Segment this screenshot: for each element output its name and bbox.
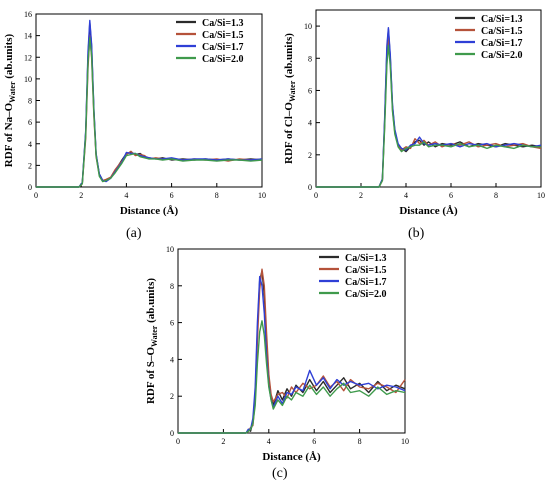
- y-tick-label: 8: [28, 97, 32, 106]
- chart-a: 0 2 4 6 8 10 0 2 4 6 8 10 12 14 16 Distance (Å) RDF of N…: [3, 10, 266, 217]
- y-tick-label: 8: [308, 54, 312, 63]
- legend-label: Ca/Si=2.0: [481, 50, 523, 61]
- x-tick-label: 8: [215, 191, 219, 200]
- x-tick-label: 0: [34, 191, 38, 200]
- y-tick-label: 16: [24, 10, 32, 19]
- series-line: [178, 320, 406, 434]
- legend-label: Ca/Si=1.7: [481, 38, 523, 49]
- series-line: [316, 36, 542, 188]
- y-tick-label: 4: [170, 355, 174, 364]
- x-tick-label: 0: [176, 437, 180, 446]
- y-tick-label: 12: [24, 53, 32, 62]
- series-line: [178, 275, 406, 434]
- x-axis-label: Distance (Å): [399, 205, 458, 217]
- y-tick-label: 8: [170, 282, 174, 291]
- y-axis-label: RDF of Na–OWater (ab.units): [3, 33, 17, 167]
- x-axis-label: Distance (Å): [262, 451, 321, 463]
- x-tick-label: 4: [124, 191, 128, 200]
- legend-label: Ca/Si=1.5: [202, 30, 244, 41]
- legend-label: Ca/Si=1.5: [481, 26, 523, 37]
- y-tick-label: 0: [170, 429, 174, 438]
- legend-label: Ca/Si=2.0: [345, 289, 387, 300]
- y-tick-label: 6: [28, 118, 32, 127]
- legend-label: Ca/Si=1.3: [481, 14, 523, 25]
- x-tick-label: 10: [537, 191, 545, 200]
- x-tick-label: 2: [79, 191, 83, 200]
- x-tick-label: 6: [312, 437, 316, 446]
- legend-label: Ca/Si=1.3: [345, 253, 387, 264]
- legend: Ca/Si=1.3Ca/Si=1.5Ca/Si=1.7Ca/Si=2.0: [176, 18, 244, 65]
- series-line: [316, 44, 541, 188]
- legend-label: Ca/Si=1.7: [345, 277, 387, 288]
- y-tick-label: 14: [24, 32, 32, 41]
- y-tick-label: 4: [308, 119, 312, 128]
- panel-label-a: (a): [126, 226, 142, 241]
- y-tick-label: 4: [28, 140, 32, 149]
- y-tick-label: 2: [170, 392, 174, 401]
- y-tick-label: 10: [304, 22, 312, 31]
- legend-label: Ca/Si=1.3: [202, 18, 244, 29]
- x-axis-label: Distance (Å): [120, 205, 179, 217]
- y-tick-label: 2: [308, 151, 312, 160]
- chart-c: 0 2 4 6 8 10 0 2 4 6 8 10 Distance (Å) RDF of S–OWate…: [145, 245, 409, 463]
- x-tick-label: 0: [314, 191, 318, 200]
- legend: Ca/Si=1.3Ca/Si=1.5Ca/Si=1.7Ca/Si=2.0: [319, 253, 387, 300]
- x-tick-label: 10: [401, 437, 409, 446]
- y-tick-label: 0: [28, 183, 32, 192]
- x-tick-label: 2: [359, 191, 363, 200]
- chart-b: 0 2 4 6 8 10 0 2 4 6 8 10 Distance (Å) RDF of Cl–OWat…: [283, 9, 545, 217]
- y-tick-label: 10: [24, 75, 32, 84]
- y-axis-label: RDF of Cl–OWater (ab.units): [283, 33, 297, 164]
- x-tick-label: 6: [449, 191, 453, 200]
- y-tick-label: 0: [308, 183, 312, 192]
- y-tick-label: 6: [308, 86, 312, 95]
- x-tick-label: 4: [267, 437, 271, 446]
- x-tick-label: 4: [404, 191, 408, 200]
- legend: Ca/Si=1.3Ca/Si=1.5Ca/Si=1.7Ca/Si=2.0: [455, 14, 523, 61]
- legend-label: Ca/Si=2.0: [202, 54, 244, 65]
- legend-label: Ca/Si=1.7: [202, 42, 244, 53]
- x-tick-label: 2: [221, 437, 225, 446]
- x-tick-label: 6: [170, 191, 174, 200]
- legend-label: Ca/Si=1.5: [345, 265, 387, 276]
- series-line: [316, 27, 542, 188]
- series-line: [36, 19, 263, 188]
- y-tick-label: 2: [28, 161, 32, 170]
- x-tick-label: 8: [358, 437, 362, 446]
- panel-label-b: (b): [408, 226, 425, 241]
- plot-frame: [177, 248, 406, 434]
- panel-label-c: (c): [272, 466, 288, 481]
- plot-frame: [315, 9, 542, 188]
- x-tick-label: 10: [258, 191, 266, 200]
- y-tick-label: 10: [166, 245, 174, 254]
- series-line: [36, 37, 263, 188]
- x-tick-label: 8: [494, 191, 498, 200]
- y-tick-label: 6: [170, 319, 174, 328]
- y-axis-label: RDF of S–OWater (ab.units): [145, 278, 159, 404]
